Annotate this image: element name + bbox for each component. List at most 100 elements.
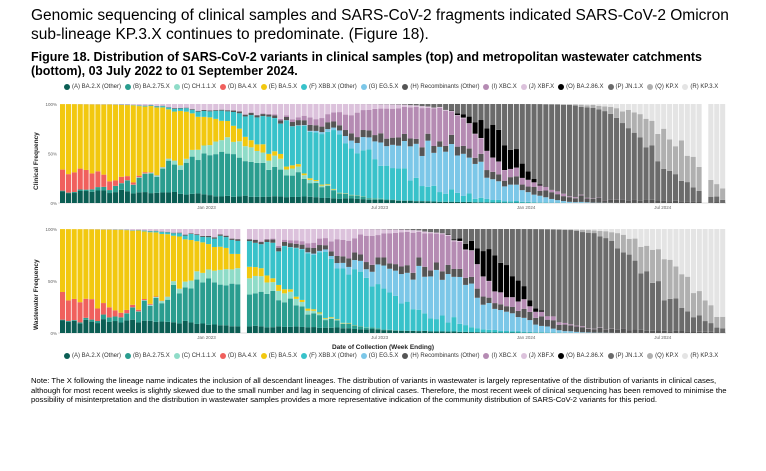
bar-segment bbox=[207, 117, 213, 146]
bar-segment bbox=[631, 112, 637, 133]
bar-segment bbox=[89, 173, 95, 190]
bar-segment bbox=[254, 144, 260, 151]
figure-title: Figure 18. Distribution of SARS-CoV-2 va… bbox=[31, 50, 702, 78]
bar-segment bbox=[295, 166, 301, 173]
legend-swatch bbox=[607, 84, 614, 90]
bar-segment bbox=[171, 111, 178, 161]
bar-segment bbox=[276, 326, 282, 333]
bar-segment bbox=[468, 250, 474, 277]
bar-segment bbox=[625, 109, 631, 129]
bar-segment bbox=[696, 331, 702, 333]
bar-segment bbox=[207, 110, 213, 112]
bar-segment bbox=[89, 189, 95, 192]
bar-segment bbox=[317, 312, 323, 314]
bar-segment bbox=[486, 329, 492, 333]
bar-segment bbox=[322, 251, 328, 318]
bar-segment bbox=[65, 174, 71, 193]
bar-segment bbox=[696, 202, 702, 203]
bar-segment bbox=[533, 317, 539, 325]
bar-segment bbox=[579, 326, 585, 328]
bar-segment bbox=[578, 104, 584, 105]
bar-segment bbox=[597, 236, 603, 328]
bar-segment bbox=[678, 140, 684, 181]
bar-segment bbox=[439, 233, 445, 235]
bar-segment bbox=[390, 200, 396, 203]
bar-segment bbox=[311, 313, 317, 328]
bar-segment bbox=[319, 132, 325, 135]
bar-segment bbox=[507, 149, 514, 169]
bar-segment bbox=[71, 298, 77, 321]
bar-segment bbox=[407, 146, 413, 181]
bar-segment bbox=[264, 293, 270, 328]
bar-segment bbox=[684, 155, 690, 183]
bar-segment bbox=[200, 272, 206, 283]
bar-segment bbox=[147, 229, 153, 231]
bar-segment bbox=[498, 262, 504, 293]
bar-segment bbox=[328, 251, 334, 256]
bar-segment bbox=[112, 310, 118, 317]
bar-segment bbox=[319, 187, 325, 198]
bar-segment bbox=[369, 327, 375, 330]
bar-segment bbox=[474, 297, 480, 329]
legend-swatch bbox=[402, 353, 409, 359]
bar-segment bbox=[472, 134, 478, 158]
bar-segment bbox=[322, 249, 328, 252]
bar-segment bbox=[431, 185, 437, 202]
bar-segment bbox=[614, 108, 620, 118]
bar-segment bbox=[404, 229, 410, 230]
legend-label: (G) EG.5.X bbox=[368, 353, 399, 359]
bar-segment bbox=[410, 309, 416, 331]
bar-segment bbox=[714, 184, 720, 197]
bar-segment bbox=[319, 118, 325, 127]
bar-segment bbox=[544, 229, 550, 316]
bar-segment bbox=[153, 321, 159, 333]
bar-segment bbox=[229, 253, 235, 270]
bar-segment bbox=[260, 152, 266, 163]
bar-segment bbox=[531, 202, 537, 203]
bar-segment bbox=[317, 315, 323, 328]
bar-segment bbox=[95, 323, 101, 333]
bar-segment bbox=[539, 310, 545, 312]
bar-segment bbox=[463, 229, 469, 244]
bar-segment bbox=[638, 246, 644, 274]
bar-segment bbox=[637, 114, 643, 138]
intro-paragraph: Genomic sequencing of clinical samples a… bbox=[31, 7, 729, 43]
bar-segment bbox=[685, 331, 691, 333]
bar-segment bbox=[264, 242, 270, 276]
bar-segment bbox=[404, 231, 410, 266]
bar-segment bbox=[325, 104, 331, 115]
bar-segment bbox=[160, 106, 166, 108]
bar-segment bbox=[448, 144, 455, 190]
bar-segment bbox=[71, 192, 77, 194]
bar-segment bbox=[207, 145, 213, 156]
bar-segment bbox=[466, 157, 472, 194]
bar-segment bbox=[398, 303, 404, 331]
bar-segment bbox=[366, 104, 372, 110]
bar-segment bbox=[437, 107, 443, 142]
bar-segment bbox=[223, 247, 229, 270]
bar-segment bbox=[334, 327, 340, 333]
bar-segment bbox=[615, 229, 621, 234]
x-tick-label: Jul 2023 bbox=[371, 335, 389, 340]
top-legend-item: (D) BA.4.X bbox=[220, 83, 257, 91]
bar-segment bbox=[124, 309, 130, 314]
bar-segment bbox=[325, 114, 331, 123]
bar-segment bbox=[295, 117, 301, 121]
bar-segment bbox=[407, 138, 413, 147]
bar-segment bbox=[342, 130, 348, 137]
bar-segment bbox=[217, 284, 223, 326]
bar-segment bbox=[328, 318, 334, 328]
bar-segment bbox=[195, 104, 201, 111]
bar-segment bbox=[502, 170, 508, 181]
bar-segment bbox=[301, 120, 307, 126]
bar-segment bbox=[433, 319, 439, 332]
bar-segment bbox=[375, 229, 381, 236]
bar-segment bbox=[366, 130, 372, 138]
bar-segment bbox=[608, 113, 614, 200]
legend-label: (H) Recombinants (Other) bbox=[410, 84, 480, 90]
bar-segment bbox=[679, 307, 685, 331]
bar-segment bbox=[195, 149, 201, 161]
bar-segment bbox=[235, 229, 241, 239]
bar-segment bbox=[395, 104, 402, 109]
bar-segment bbox=[236, 157, 242, 197]
